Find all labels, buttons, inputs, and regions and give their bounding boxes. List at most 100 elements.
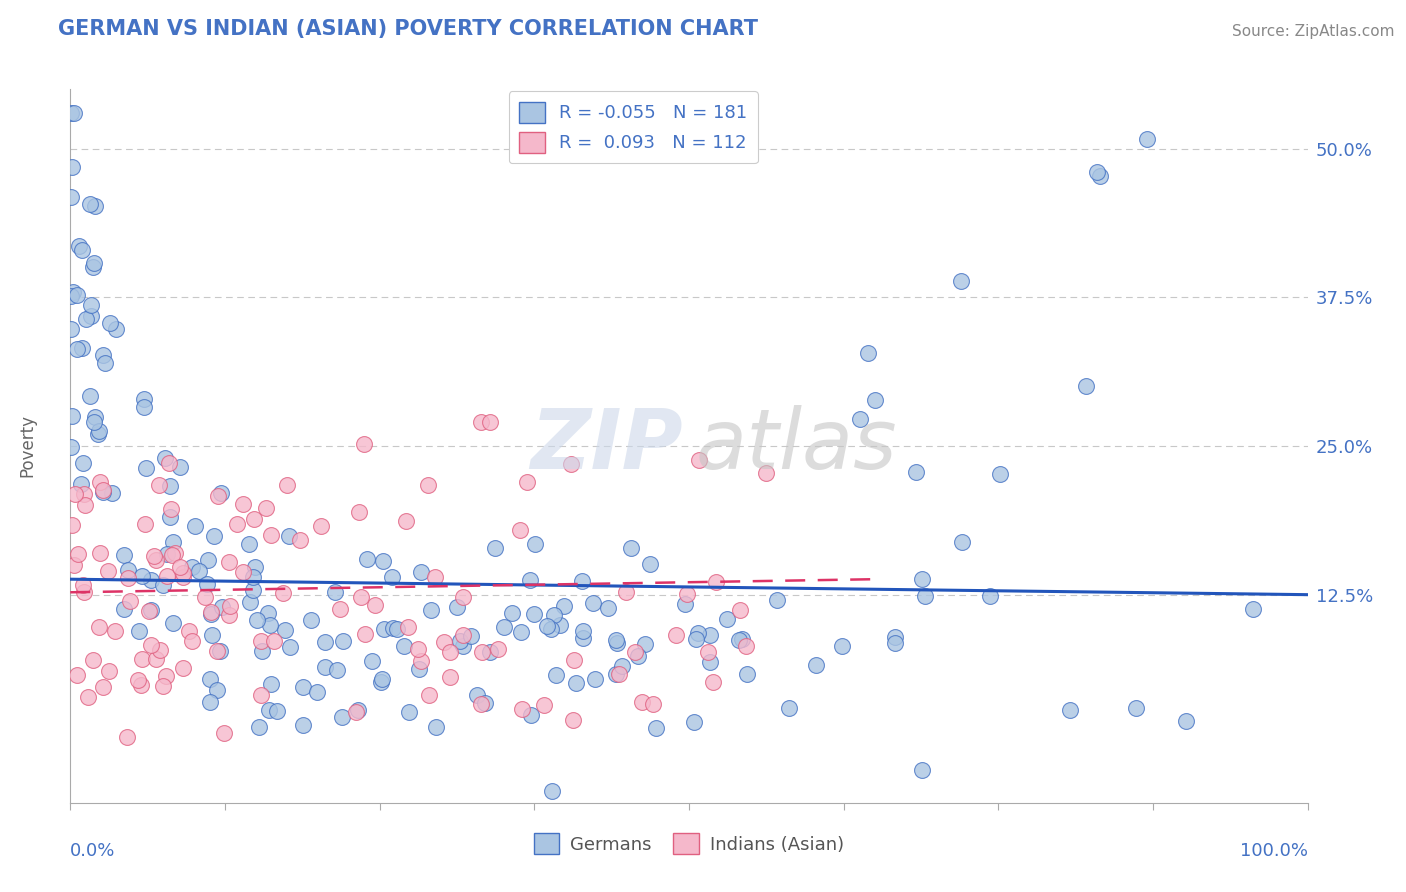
Point (641, 698, 664, 712)
Point (425, 720, 447, 734)
Point (665, 627, 688, 641)
Point (129, 678, 152, 692)
Point (278, 529, 301, 543)
Point (276, 478, 298, 492)
Point (292, 718, 315, 732)
Point (347, 703, 370, 717)
Point (89, 546, 111, 560)
Point (89, 475, 111, 489)
Point (145, 553, 167, 567)
Point (211, 599, 233, 614)
Point (849, 412, 872, 426)
Point (162, 535, 184, 549)
Point (177, 624, 200, 639)
Point (755, 466, 778, 480)
Point (734, 640, 756, 654)
Point (606, 635, 628, 649)
Point (152, 679, 174, 693)
Text: Source: ZipAtlas.com: Source: ZipAtlas.com (1232, 24, 1395, 39)
Point (640, 557, 662, 571)
Point (470, 415, 492, 429)
Point (543, 607, 565, 622)
Point (225, 516, 247, 531)
Point (207, 682, 229, 697)
Point (516, 475, 538, 490)
Point (314, 635, 336, 649)
Point (332, 634, 354, 648)
Point (245, 560, 267, 574)
Point (72, 456, 94, 470)
Legend: Germans, Indians (Asian): Germans, Indians (Asian) (527, 826, 851, 862)
Point (572, 624, 595, 638)
Point (314, 660, 336, 674)
Point (299, 614, 322, 628)
Point (127, 673, 149, 687)
Point (620, 541, 643, 556)
Point (162, 615, 184, 630)
Point (67, 239, 90, 253)
Point (453, 628, 475, 642)
Point (561, 713, 583, 727)
Point (565, 676, 588, 690)
Point (363, 599, 385, 613)
Point (731, 632, 754, 646)
Point (200, 607, 222, 621)
Point (562, 653, 585, 667)
Point (59, 189, 82, 203)
Point (207, 644, 229, 658)
Point (143, 549, 166, 563)
Point (243, 512, 266, 526)
Point (373, 622, 395, 636)
Point (290, 533, 312, 548)
Point (195, 577, 218, 591)
Point (418, 688, 440, 702)
Point (433, 634, 456, 648)
Point (523, 536, 546, 550)
Point (416, 478, 439, 492)
Point (510, 701, 533, 715)
Point (685, 632, 707, 646)
Point (172, 570, 194, 584)
Point (536, 619, 558, 633)
Point (1241, 602, 1264, 616)
Point (260, 677, 283, 691)
Point (219, 599, 242, 613)
Point (326, 664, 349, 678)
Point (73, 498, 96, 512)
Point (914, 589, 936, 603)
Point (446, 599, 468, 614)
Point (260, 528, 283, 542)
Point (371, 672, 394, 686)
Point (460, 628, 482, 642)
Point (501, 607, 523, 621)
Point (59, 289, 82, 303)
Point (633, 637, 655, 651)
Point (292, 680, 315, 694)
Point (356, 552, 378, 566)
Point (172, 566, 194, 580)
Text: 100.0%: 100.0% (1240, 842, 1308, 860)
Point (479, 415, 502, 429)
Point (155, 568, 177, 582)
Point (266, 704, 288, 718)
Point (398, 706, 420, 720)
Text: Poverty: Poverty (18, 415, 37, 477)
Point (91, 483, 114, 497)
Point (97, 564, 120, 578)
Point (979, 590, 1001, 604)
Point (1074, 379, 1097, 393)
Point (350, 590, 373, 604)
Point (631, 695, 654, 709)
Point (474, 696, 496, 710)
Point (778, 700, 800, 714)
Point (172, 661, 194, 675)
Point (66, 288, 89, 302)
Point (145, 652, 167, 666)
Point (112, 601, 135, 615)
Point (1085, 164, 1108, 178)
Point (77, 690, 100, 704)
Point (904, 465, 927, 479)
Point (82, 652, 104, 666)
Point (169, 460, 191, 475)
Point (263, 634, 285, 648)
